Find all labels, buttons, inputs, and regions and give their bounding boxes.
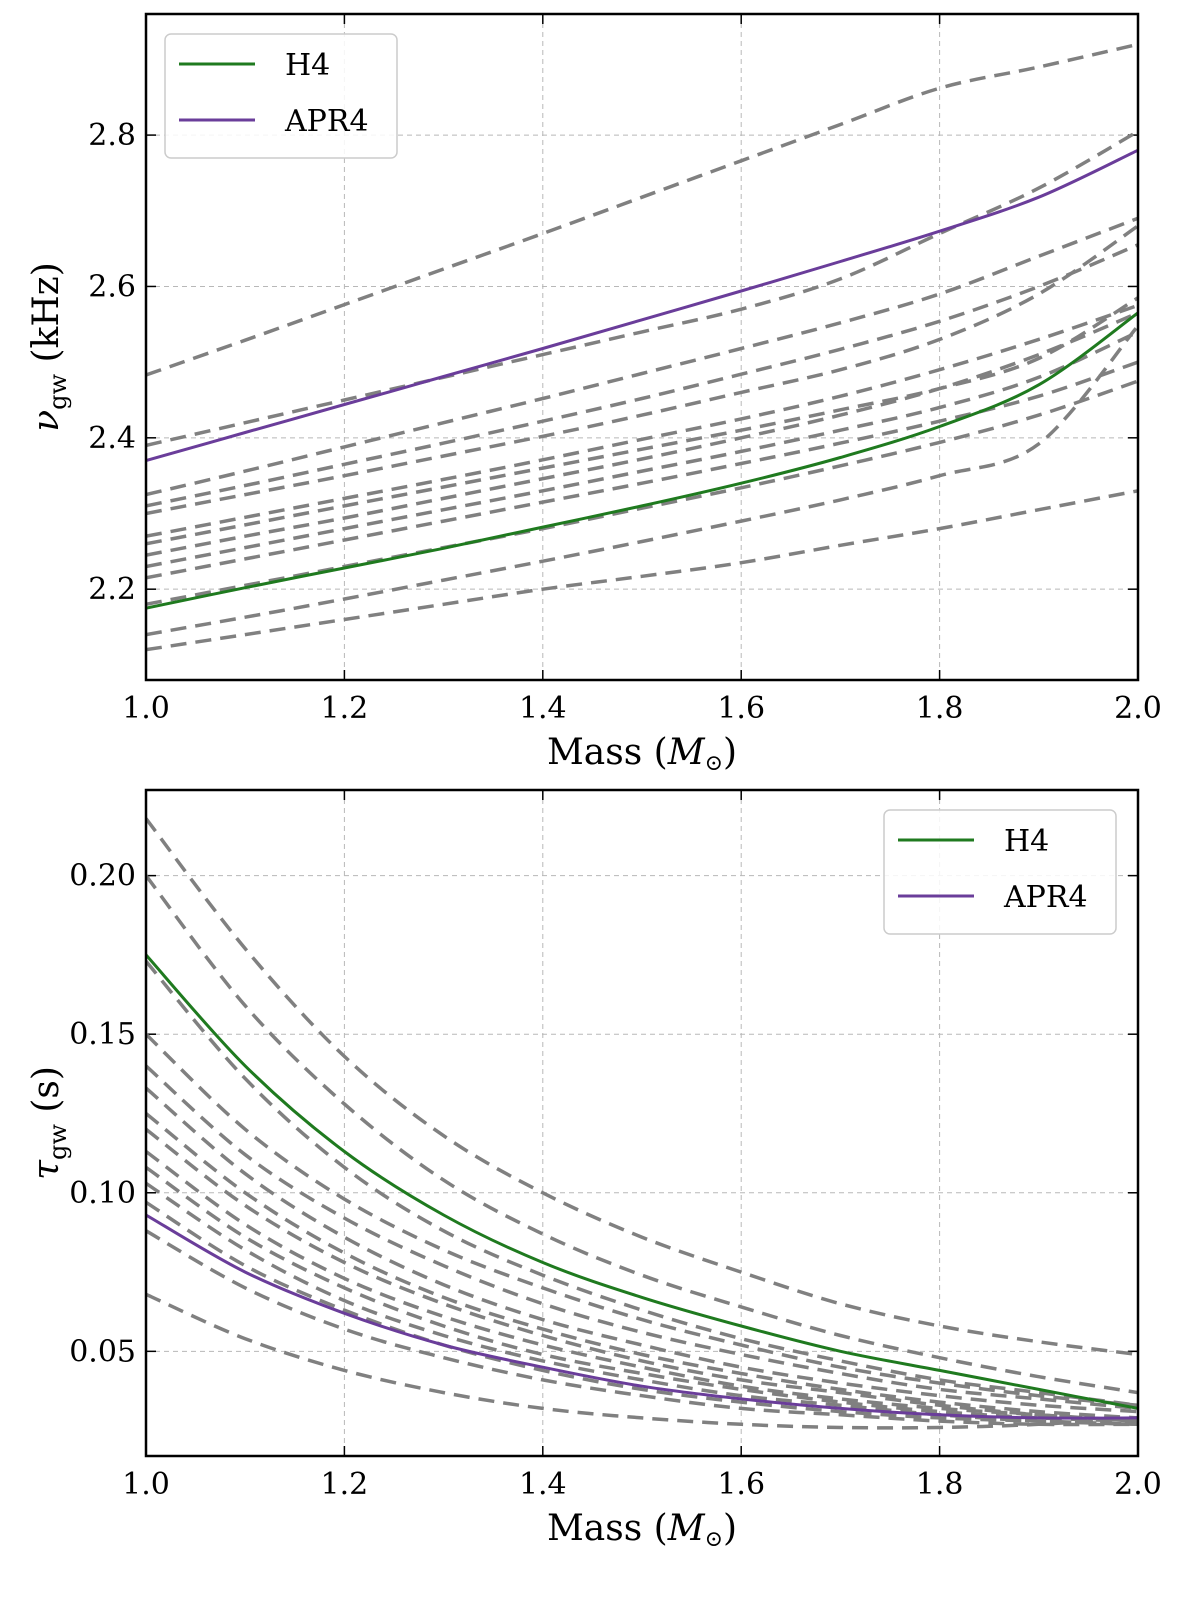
chart-panel-top: 1.0 1.2 1.4 1.6 1.8 2.0 2.2 2.4 2.6 2.8 H4 APR4 Mass… <box>26 12 1162 776</box>
eos-dashed-line <box>146 960 1138 1408</box>
eos-dashed-line <box>146 243 1138 508</box>
x-tick-label: 1.4 <box>519 691 567 726</box>
legend-box <box>883 809 1117 935</box>
eos-dashed-line <box>146 1086 1138 1414</box>
eos-dashed-line <box>146 1112 1138 1420</box>
y-tick-label: 2.2 <box>88 572 136 607</box>
x-axis-label: Mass (M⊙) <box>547 732 737 776</box>
eos-dashed-line <box>146 874 1138 1395</box>
legend-label-apr4: APR4 <box>284 104 369 139</box>
eos-dashed-line <box>146 1150 1138 1423</box>
eos-dashed-line <box>146 1165 1138 1423</box>
eos-dashed-line <box>146 296 1138 546</box>
eos-dashed-line <box>146 1127 1138 1423</box>
plot-frame <box>144 12 1140 682</box>
legend: H4 APR4 <box>164 33 398 159</box>
eos-dashed-line <box>146 379 1138 607</box>
plot-frame <box>144 788 1140 1458</box>
y-tick-label: 0.20 <box>69 859 136 894</box>
eos-dashed-line <box>146 1229 1138 1427</box>
eos-dashed-line <box>146 311 1138 557</box>
eos-dashed-line <box>146 303 1138 538</box>
series-line-h4 <box>146 953 1138 1410</box>
x-tick-label: 1.0 <box>122 1467 170 1502</box>
eos-dashed-line <box>146 330 1138 569</box>
curves <box>146 817 1138 1430</box>
y-axis-label: νgw (kHz) <box>26 262 72 432</box>
x-tick-label: 1.2 <box>321 1467 369 1502</box>
eos-dashed-line <box>146 216 1138 497</box>
legend-label-h4: H4 <box>1004 824 1049 859</box>
series-line-apr4 <box>146 1213 1138 1420</box>
eos-dashed-line <box>146 489 1138 652</box>
eos-dashed-line <box>146 42 1138 377</box>
y-tick-label: 0.10 <box>69 1176 136 1211</box>
y-tick-label: 0.05 <box>69 1334 136 1369</box>
x-axis-label: Mass (M⊙) <box>547 1508 737 1552</box>
legend: H4 APR4 <box>883 809 1117 935</box>
curves <box>146 42 1138 652</box>
legend-box <box>164 33 398 159</box>
eos-dashed-line <box>146 1032 1138 1408</box>
eos-dashed-line <box>146 817 1138 1357</box>
series-line-apr4 <box>146 148 1138 462</box>
x-tick-label: 1.8 <box>916 691 964 726</box>
chart-panel-bottom: 1.0 1.2 1.4 1.6 1.8 2.0 0.05 0.10 0.15 0.20 H4 APR4… <box>26 788 1162 1552</box>
y-axis-label: τgw (s) <box>26 1066 72 1180</box>
y-tick-label: 2.6 <box>88 269 136 304</box>
x-tick-label: 1.8 <box>916 1467 964 1502</box>
x-tick-label: 1.4 <box>519 1467 567 1502</box>
eos-dashed-line <box>146 324 1138 637</box>
series-line-h4 <box>146 311 1138 610</box>
x-tick-label: 2.0 <box>1114 691 1162 726</box>
x-tick-label: 1.2 <box>321 691 369 726</box>
eos-dashed-line <box>146 1200 1138 1427</box>
eos-dashed-line <box>146 1064 1138 1411</box>
x-tick-label: 1.6 <box>717 691 765 726</box>
legend-label-h4: H4 <box>285 48 330 83</box>
eos-dashed-line <box>146 1292 1138 1430</box>
legend-label-apr4: APR4 <box>1003 880 1088 915</box>
x-tick-label: 1.0 <box>122 691 170 726</box>
y-tick-label: 2.4 <box>88 421 136 456</box>
x-tick-label: 2.0 <box>1114 1467 1162 1502</box>
y-tick-label: 2.8 <box>88 118 136 153</box>
y-tick-label: 0.15 <box>69 1017 136 1052</box>
x-tick-label: 1.6 <box>717 1467 765 1502</box>
eos-dashed-line <box>146 224 1138 516</box>
